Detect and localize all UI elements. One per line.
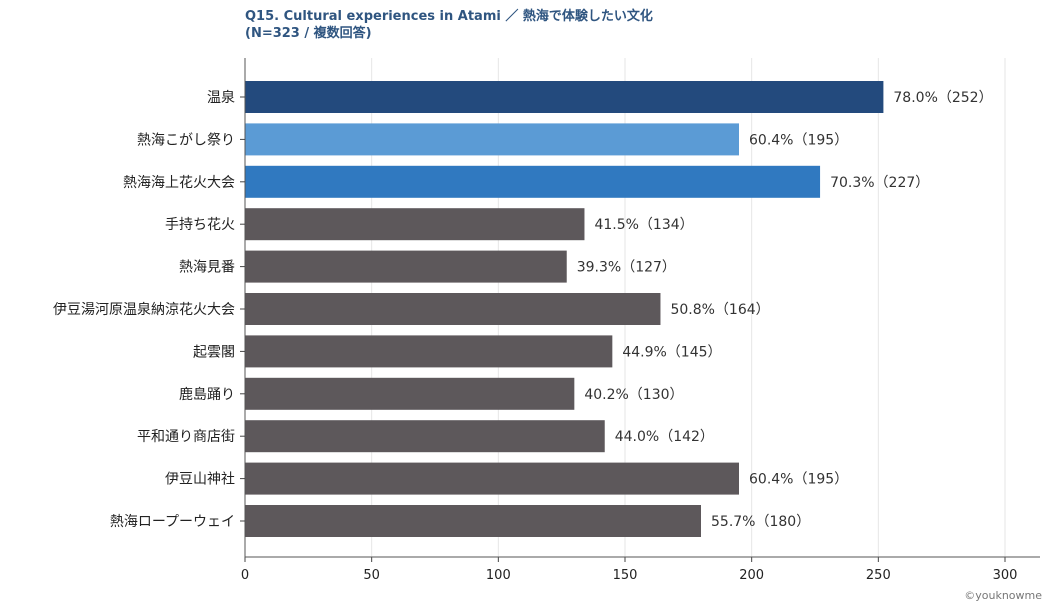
- watermark: ©youknowme: [964, 589, 1042, 602]
- data-label: 44.0%（142）: [615, 429, 714, 445]
- data-label: 40.2%（130）: [584, 387, 683, 403]
- category-label: 熱海こがし祭り: [137, 132, 235, 148]
- labels: 0 50 100 150 200 250 300 温泉 78.0%（252） 熱海こがし祭り 60.…: [53, 89, 1017, 583]
- category-label: 伊豆山神社: [165, 472, 235, 488]
- bar: [245, 123, 739, 156]
- category-label: 温泉: [207, 89, 235, 106]
- bar: [245, 293, 661, 325]
- x-tick-label: 50: [363, 568, 380, 583]
- axes: [240, 58, 1040, 562]
- data-label: 41.5%（134）: [594, 217, 693, 233]
- data-label: 60.4%（195）: [749, 132, 848, 148]
- data-label: 44.9%（145）: [622, 344, 721, 360]
- x-tick-label: 0: [241, 568, 249, 583]
- data-label: 70.3%（227）: [830, 175, 929, 191]
- category-label: 伊豆湯河原温泉納涼花火大会: [53, 301, 235, 318]
- chart-title-line-1: Q15. Cultural experiences in Atami ／ 熱海で…: [245, 9, 653, 24]
- x-tick-label: 300: [993, 568, 1018, 583]
- bar: [245, 250, 567, 283]
- data-label: 60.4%（195）: [749, 472, 848, 488]
- category-label: 手持ち花火: [165, 217, 235, 233]
- data-label: 78.0%（252）: [893, 90, 992, 106]
- category-label: 熱海見番: [179, 260, 235, 276]
- chart-title-line-2: (N=323 / 複数回答): [245, 26, 372, 41]
- bars: [245, 81, 884, 537]
- x-tick-label: 200: [739, 568, 764, 583]
- x-tick-label: 100: [486, 568, 511, 583]
- category-label: 平和通り商店街: [137, 429, 235, 445]
- data-label: 39.3%（127）: [577, 260, 676, 276]
- x-tick-label: 250: [866, 568, 891, 583]
- bar: [245, 420, 605, 453]
- bar: [245, 335, 613, 368]
- bar: [245, 505, 701, 537]
- data-label: 50.8%（164）: [670, 302, 769, 318]
- category-label: 起雲閣: [193, 344, 235, 360]
- category-label: 熱海ロープーウェイ: [110, 514, 235, 530]
- chart-title: Q15. Cultural experiences in Atami ／ 熱海で…: [245, 8, 1025, 42]
- category-label: 熱海海上花火大会: [123, 175, 235, 191]
- bar: [245, 377, 575, 410]
- bar: [245, 81, 884, 113]
- category-label: 鹿島踊り: [179, 386, 235, 403]
- x-tick-label: 150: [613, 568, 638, 583]
- bar: [245, 462, 739, 495]
- data-label: 55.7%（180）: [711, 514, 810, 530]
- bar: [245, 208, 585, 241]
- bar: [245, 165, 821, 198]
